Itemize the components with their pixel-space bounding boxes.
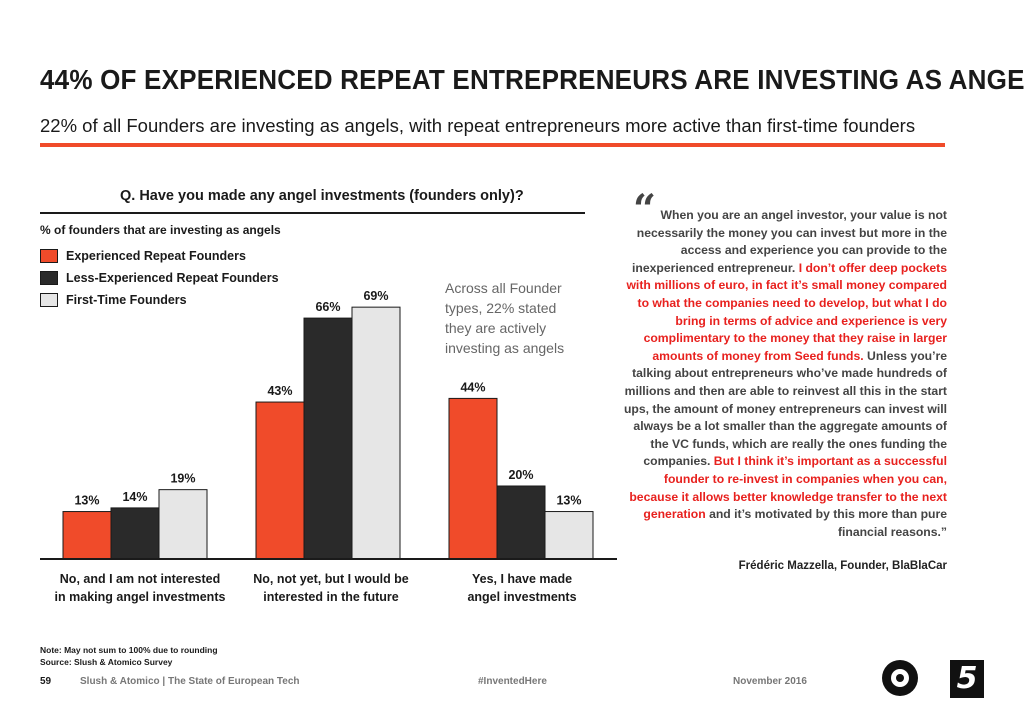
bar-2-1 (110, 507, 160, 560)
chart-measure-label: % of founders that are investing as ange… (40, 223, 281, 237)
x-category-line: in making angel investments (54, 590, 226, 604)
quote-highlight: I don’t offer deep pockets with millions… (626, 260, 947, 363)
annotation-line: types, 22% stated (445, 300, 557, 316)
legend-swatch-first-time (40, 293, 58, 307)
quote-highlight: But I think it’s important as a successf… (629, 454, 947, 522)
quote-attribution: Frédéric Mazzella, Founder, BlaBlaCar (738, 560, 947, 572)
note-source: Source: Slush & Atomico Survey (40, 657, 173, 667)
note-rounding: Note: May not sum to 100% due to roundin… (40, 645, 218, 655)
footer-source: Slush & Atomico | The State of European … (80, 676, 300, 687)
question-rule (40, 212, 585, 214)
atomico-logo-icon: 5 (950, 660, 984, 698)
bar-1-1 (62, 511, 112, 560)
bar-value-label: 66% (315, 300, 340, 314)
x-category-line: No, and I am not interested (59, 572, 221, 586)
footer-date: November 2016 (733, 676, 807, 687)
x-category-line: No, not yet, but I would be (253, 572, 409, 586)
bar-value-label: 19% (170, 472, 195, 486)
x-category-line: angel investments (467, 590, 577, 604)
chart-question: Q. Have you made any angel investments (… (120, 188, 524, 204)
bar-1-3 (448, 397, 498, 560)
bar-value-label: 44% (460, 380, 485, 394)
bar-value-label: 13% (74, 494, 99, 508)
page-subtitle: 22% of all Founders are investing as ang… (40, 115, 916, 136)
x-category-line: interested in the future (263, 590, 399, 604)
legend-swatch-less-experienced (40, 271, 58, 285)
legend-label-first-time: First-Time Founders (66, 293, 187, 307)
page-title: 44% OF EXPERIENCED REPEAT ENTREPRENEURS … (40, 64, 1024, 95)
legend-item-experienced: Experienced Repeat Founders (40, 245, 279, 267)
bar-3-2 (351, 306, 401, 560)
chart-notes: Note: May not sum to 100% due to roundin… (40, 644, 218, 668)
bar-value-label: 20% (508, 468, 533, 482)
x-category-label-not-interested: No, and I am not interested in making an… (45, 570, 235, 606)
x-category-label-not-yet: No, not yet, but I would be interested i… (236, 570, 426, 606)
annotation-line: investing as angels (445, 340, 565, 356)
legend-item-less-experienced: Less-Experienced Repeat Founders (40, 267, 279, 289)
annotation-line: they are actively (445, 320, 547, 336)
x-category-label-yes: Yes, I have made angel investments (427, 570, 617, 606)
title-underline (40, 143, 945, 147)
footer-hashtag: #InventedHere (478, 676, 547, 687)
legend-swatch-experienced (40, 249, 58, 263)
bar-2-2 (303, 317, 353, 560)
quote-text: Unless you’re talking about entrepreneur… (623, 348, 947, 469)
legend-item-first-time: First-Time Founders (40, 289, 279, 311)
legend-label-less-experienced: Less-Experienced Repeat Founders (66, 271, 279, 285)
bar-2-3 (496, 485, 546, 560)
x-category-line: Yes, I have made (471, 572, 573, 586)
bar-1-2 (255, 401, 305, 560)
annotation-line: Across all Founder (445, 280, 562, 296)
bar-value-label: 13% (556, 494, 581, 508)
bar-3-3 (544, 511, 594, 560)
founder-quote: When you are an angel investor, your val… (620, 207, 947, 541)
quote-mark-icon: “ (633, 186, 657, 233)
page-number: 59 (40, 676, 52, 687)
chart-legend: Experienced Repeat Founders Less-Experie… (40, 245, 279, 311)
legend-label-experienced: Experienced Repeat Founders (66, 249, 246, 263)
bar-value-label: 69% (363, 289, 388, 303)
bar-value-label: 14% (122, 490, 147, 504)
bar-3-1 (158, 489, 208, 560)
bar-value-label: 43% (267, 384, 292, 398)
slush-logo-icon (882, 660, 918, 696)
quote-text: When you are an angel investor, your val… (632, 208, 947, 275)
quote-text: and it’s motivated by this more than pur… (705, 507, 947, 539)
chart-annotation: Across all Founder types, 22% stated the… (445, 278, 615, 358)
